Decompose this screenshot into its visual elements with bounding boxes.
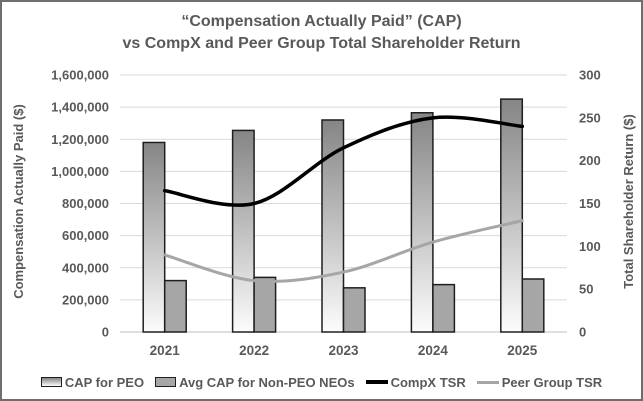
left-axis-tick-label: 800,000 xyxy=(62,196,109,211)
legend-item-cap-for-peo: CAP for PEO xyxy=(40,374,145,390)
bar-cap-nonpeo-2022 xyxy=(253,276,277,333)
legend-item-peer-group-tsr: Peer Group TSR xyxy=(476,374,603,390)
bar-cap-peo-2023 xyxy=(321,119,345,333)
bar-cap-nonpeo-2025 xyxy=(521,278,545,333)
right-axis-tick-label: 300 xyxy=(579,68,601,83)
legend-label: CompX TSR xyxy=(390,374,466,390)
legend-label: CAP for PEO xyxy=(64,374,145,390)
legend-line-swatch-icon xyxy=(365,380,388,384)
chart-title-line2: vs CompX and Peer Group Total Shareholde… xyxy=(122,35,521,52)
chart-legend: CAP for PEO Avg CAP for Non-PEO NEOs CompX… xyxy=(2,371,641,393)
x-axis-label-2024: 2024 xyxy=(418,343,449,358)
line-peer-group-tsr xyxy=(163,219,524,283)
left-axis-tick-label: 1,000,000 xyxy=(51,164,109,179)
x-axis-label-2025: 2025 xyxy=(507,343,538,358)
line-compx-tsr xyxy=(162,115,525,207)
bar-cap-peo-2024 xyxy=(410,111,434,333)
left-axis-tick-label: 1,600,000 xyxy=(51,68,109,83)
x-axis-label-2023: 2023 xyxy=(328,343,359,358)
right-axis-tick-label: 250 xyxy=(579,110,601,125)
bar-cap-nonpeo-2023 xyxy=(342,287,366,333)
left-axis-tick-label: 0 xyxy=(102,325,109,340)
legend-bar-swatch-icon xyxy=(40,377,62,387)
right-axis-tick-label: 200 xyxy=(579,153,601,168)
right-axis-tick-label: 150 xyxy=(579,196,601,211)
left-axis-tick-label: 600,000 xyxy=(62,228,109,243)
bar-cap-peo-2025 xyxy=(500,98,524,333)
legend-item-compx-tsr: CompX TSR xyxy=(365,374,466,390)
left-axis-tick-label: 200,000 xyxy=(62,292,109,307)
left-axis-tick-label: 1,400,000 xyxy=(51,100,109,115)
right-axis-tick-label: 100 xyxy=(579,239,601,254)
x-axis-label-2022: 2022 xyxy=(239,343,269,358)
right-axis-tick-label: 50 xyxy=(579,282,593,297)
legend-bar-swatch-icon xyxy=(155,377,177,387)
bar-cap-nonpeo-2024 xyxy=(432,283,456,333)
chart-title: “Compensation Actually Paid” (CAP) vs Co… xyxy=(2,11,641,55)
x-axis-label-2021: 2021 xyxy=(150,343,181,358)
chart-title-line1: “Compensation Actually Paid” (CAP) xyxy=(181,13,462,30)
legend-label: Avg CAP for Non-PEO NEOs xyxy=(179,374,355,390)
bar-cap-nonpeo-2021 xyxy=(163,279,187,333)
right-axis-tick-label: 0 xyxy=(579,325,586,340)
bar-cap-peo-2021 xyxy=(142,141,166,333)
left-axis-tick-label: 400,000 xyxy=(62,260,109,275)
legend-item-avg-cap-for-non-peo-neos: Avg CAP for Non-PEO NEOs xyxy=(155,375,355,390)
legend-label: Peer Group TSR xyxy=(501,374,603,390)
left-axis-tick-label: 1,200,000 xyxy=(51,132,109,147)
legend-line-swatch-icon xyxy=(476,380,499,384)
bar-cap-peo-2022 xyxy=(231,129,255,333)
